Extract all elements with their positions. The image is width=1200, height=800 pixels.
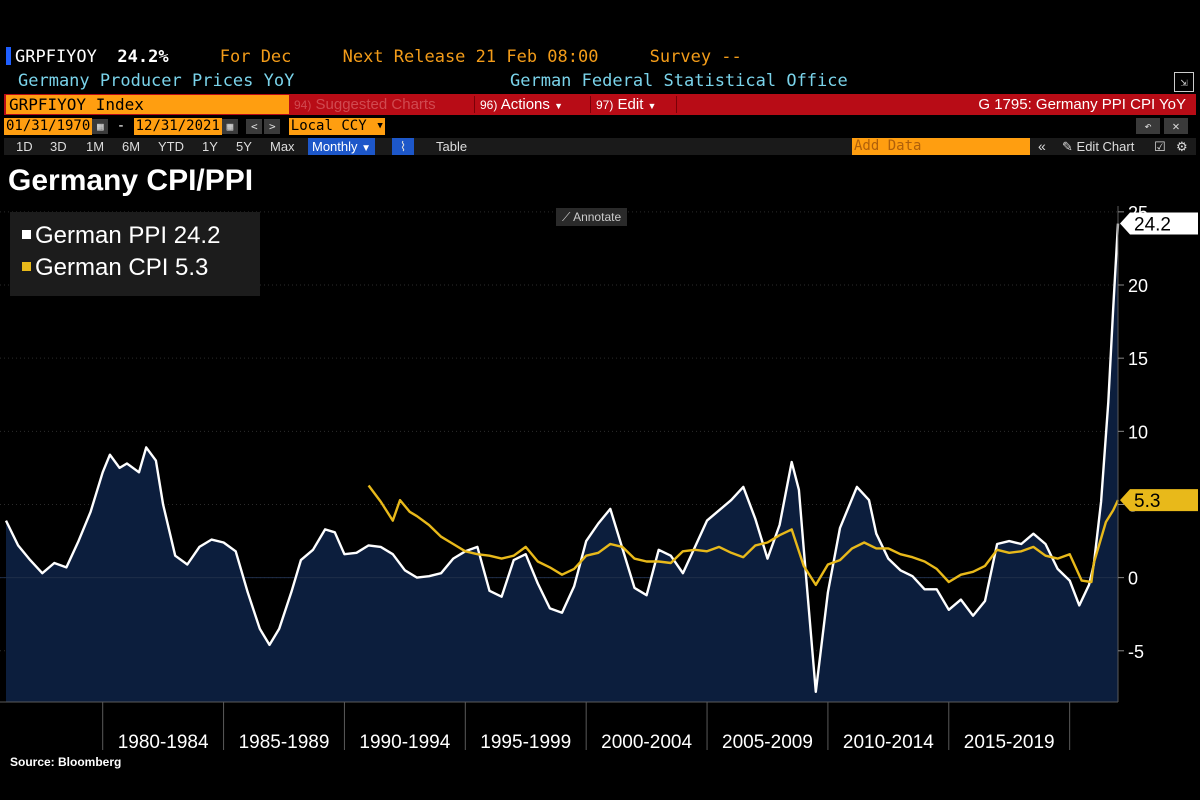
y-tick-label: 10: [1128, 422, 1148, 442]
end-date-field[interactable]: 12/31/2021: [133, 118, 222, 135]
x-tick-label: 1980-1984: [118, 732, 209, 753]
actions-num: 96): [480, 98, 498, 112]
next-release: Next Release 21 Feb 08:00: [342, 47, 599, 67]
edit-chart-button[interactable]: ✎ Edit Chart: [1062, 138, 1134, 155]
frequency-select[interactable]: Monthly ▼: [308, 138, 376, 155]
ticker-label[interactable]: GRPFIYOY: [15, 47, 97, 67]
x-tick-label: 2000-2004: [601, 732, 692, 753]
x-tick-label: 1995-1999: [480, 732, 571, 753]
period-1d[interactable]: 1D: [16, 139, 33, 154]
edit-menu[interactable]: 97) Edit ▼: [596, 94, 656, 115]
legend-label-ppi: German PPI 24.2: [35, 222, 221, 249]
edit-num: 97): [596, 98, 614, 112]
x-axis-labels: 1980-1984 1985-1989 1990-1994 1995-1999 2000…: [102, 702, 1071, 753]
cpi-last-label-box: [1120, 489, 1198, 512]
ppi-last-label: 24.2: [1120, 212, 1198, 236]
y-tick-label: 15: [1128, 349, 1148, 369]
source-note: Source: Bloomberg: [10, 755, 122, 769]
ticker-input[interactable]: GRPFIYOY Index: [6, 95, 289, 114]
command-bar: GRPFIYOY Index 94) Suggested Charts 96) …: [4, 94, 1196, 115]
ppi-series-line: [4, 223, 1120, 693]
survey: Survey --: [649, 47, 742, 67]
suggested-charts-num: 94): [294, 98, 312, 112]
ppi-last-label-text: 24.2: [1134, 215, 1171, 236]
security-description: Germany Producer Prices YoY: [18, 71, 295, 91]
period-6m[interactable]: 6M: [122, 139, 141, 154]
next-arrow-icon[interactable]: >: [264, 119, 281, 134]
date-range-row: 01/31/1970 ▦ - 12/31/2021 ▦ < > Local CCY ▼: [4, 118, 385, 135]
security-marker: [6, 47, 11, 65]
period-5y[interactable]: 5Y: [236, 139, 252, 154]
chart-title: Germany CPI/PPI: [8, 164, 254, 197]
line-chart-icon[interactable]: ⌇: [392, 138, 414, 155]
checkbox-icon[interactable]: ☑: [1154, 139, 1166, 154]
legend: German PPI 24.2 German CPI 5.3: [10, 212, 260, 296]
ppi-last-label-box: [1120, 212, 1198, 235]
frequency-caret-icon: ▼: [361, 143, 372, 154]
calendar-icon[interactable]: ▦: [221, 119, 238, 134]
prev-arrow-icon[interactable]: <: [246, 119, 263, 134]
last-value-labels: 5.3 24.2: [1120, 212, 1198, 512]
source-agency: German Federal Statistical Office: [510, 71, 848, 91]
period-1m[interactable]: 1M: [86, 139, 105, 154]
cpi-last-label: 5.3: [1120, 489, 1198, 512]
period-1y[interactable]: 1Y: [202, 139, 218, 154]
chart-id: G 1795: Germany PPI CPI YoY: [978, 96, 1186, 113]
add-data-input[interactable]: Add Data: [852, 138, 1030, 155]
undo-icon[interactable]: ↶: [1136, 118, 1160, 134]
edit-chart-label: Edit Chart: [1076, 139, 1135, 154]
edit-label: Edit: [617, 96, 644, 113]
period-max[interactable]: Max: [270, 139, 295, 154]
currency-caret-icon: ▼: [377, 121, 383, 131]
legend-item-ppi[interactable]: German PPI 24.2: [22, 222, 220, 250]
legend-item-cpi[interactable]: German CPI 5.3: [22, 254, 208, 282]
legend-swatch-ppi: [22, 230, 31, 239]
actions-label: Actions: [500, 96, 550, 113]
x-tick-label: 1985-1989: [239, 732, 330, 753]
ppi-area-fill: [6, 223, 1118, 702]
legend-label-cpi: German CPI 5.3: [35, 254, 209, 281]
frequency-value: Monthly: [312, 139, 358, 154]
y-tick-label: 20: [1128, 276, 1148, 296]
x-tick-label: 2015-2019: [964, 732, 1055, 753]
period-3d[interactable]: 3D: [50, 139, 67, 154]
x-tick-label: 2005-2009: [722, 732, 813, 753]
y-tick-label: -5: [1128, 642, 1144, 662]
cpi-series-line: [367, 484, 1120, 587]
security-description-row: Germany Producer Prices YoY German Feder…: [18, 70, 848, 92]
last-value: 24.2%: [117, 47, 169, 67]
x-tick-label: 2010-2014: [843, 732, 934, 753]
period-toolbar: 1D 3D 1M 6M YTD 1Y 5Y Max Monthly ▼ ⌇ Ta…: [4, 138, 1196, 155]
redo-icon[interactable]: ✕: [1164, 118, 1188, 134]
period-ytd[interactable]: YTD: [158, 139, 184, 154]
popout-icon[interactable]: ⇲: [1174, 72, 1194, 92]
collapse-icon[interactable]: «: [1038, 138, 1046, 154]
pencil-icon: ⟋: [562, 210, 571, 224]
annotate-label: Annotate: [573, 210, 622, 224]
y-tick-label: 0: [1128, 569, 1138, 589]
cpi-last-label-text: 5.3: [1134, 491, 1160, 512]
suggested-charts-label: Suggested Charts: [315, 96, 436, 113]
pencil-icon: ✎: [1062, 139, 1073, 154]
gear-icon[interactable]: ⚙: [1176, 139, 1188, 154]
suggested-charts-button[interactable]: 94) Suggested Charts: [294, 94, 436, 115]
calendar-icon[interactable]: ▦: [92, 119, 109, 134]
edit-caret-icon: ▼: [647, 101, 657, 111]
security-header: GRPFIYOY 24.2% For Dec Next Release 21 F…: [6, 46, 742, 68]
x-tick-label: 1990-1994: [359, 732, 450, 753]
legend-swatch-cpi: [22, 262, 31, 271]
start-date-field[interactable]: 01/31/1970: [4, 118, 93, 135]
actions-caret-icon: ▼: [554, 101, 563, 111]
currency-select[interactable]: Local CCY ▼: [288, 118, 385, 135]
annotate-button[interactable]: ⟋ Annotate: [556, 208, 628, 226]
actions-menu[interactable]: 96) Actions ▼: [480, 94, 563, 115]
table-button[interactable]: Table: [436, 139, 468, 154]
y-axis-ticks: -50510152025: [1118, 203, 1148, 662]
for-period: For Dec: [219, 47, 292, 67]
currency-value: Local CCY: [290, 118, 367, 134]
